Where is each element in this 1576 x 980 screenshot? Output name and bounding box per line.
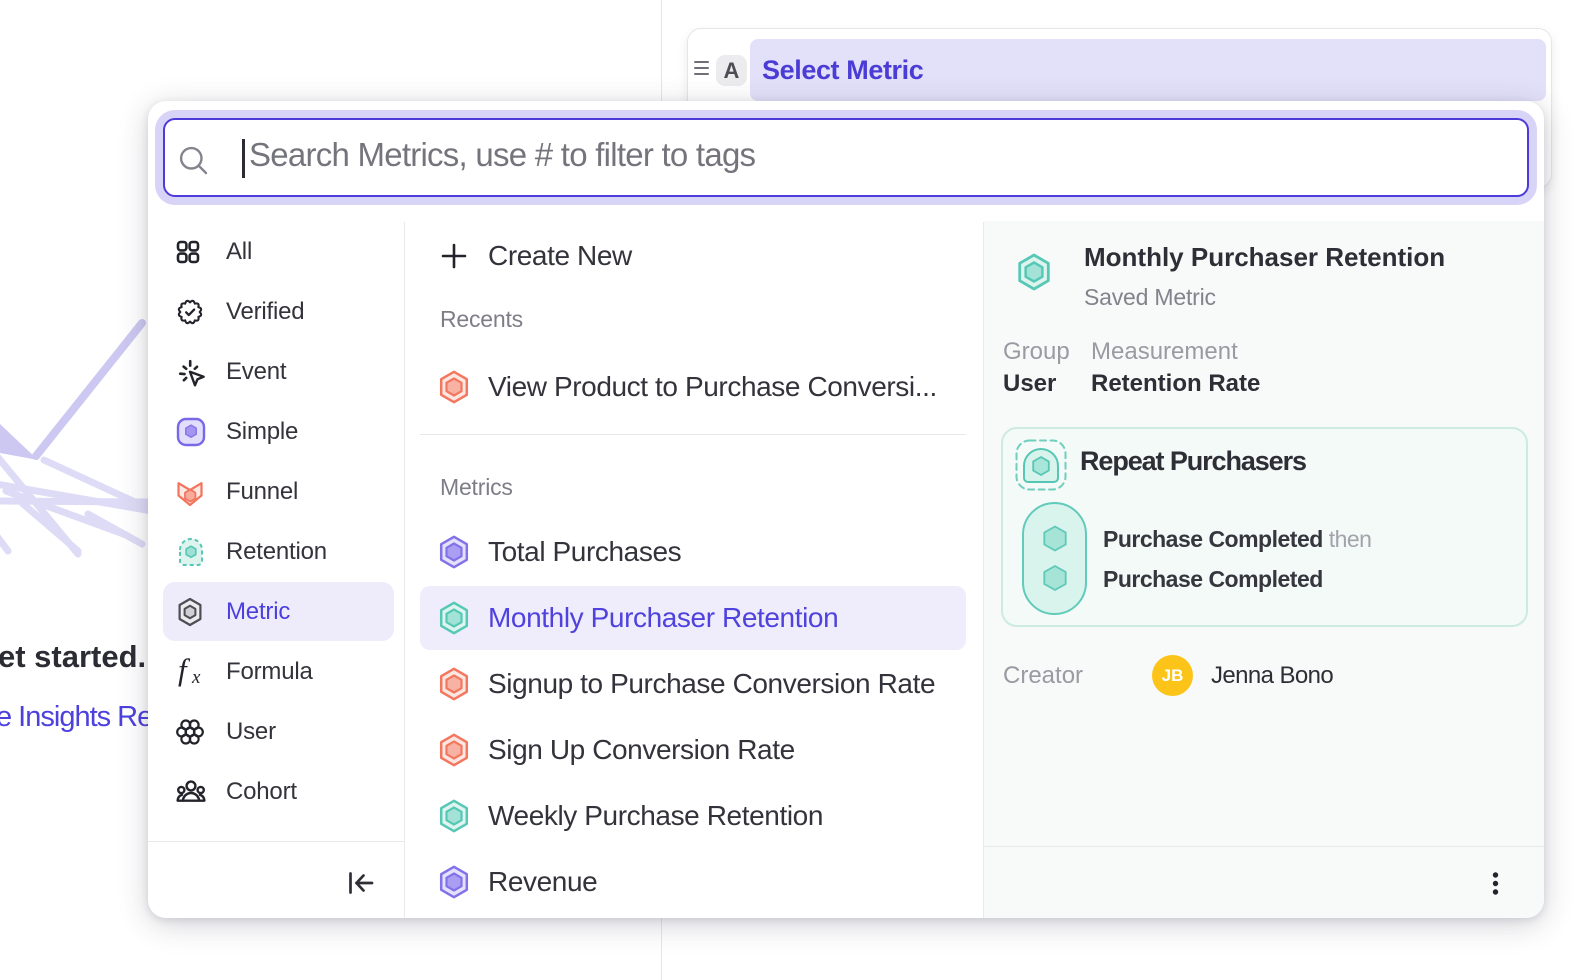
svg-text:f: f	[178, 656, 191, 687]
svg-text:x: x	[191, 667, 201, 688]
